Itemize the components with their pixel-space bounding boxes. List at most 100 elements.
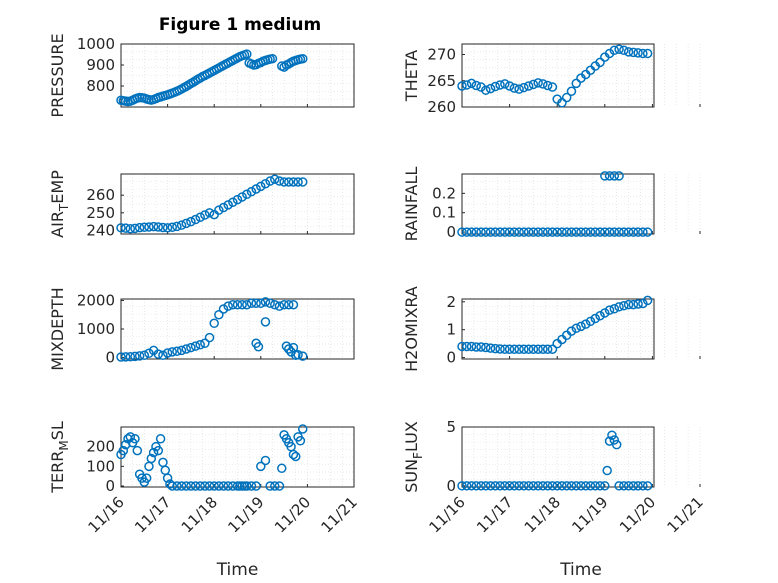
data-point [566,86,577,96]
data-point [288,177,299,187]
data-point [509,481,520,491]
data-point [246,298,257,309]
data-point [566,326,577,336]
data-point [158,222,168,233]
data-point [281,341,292,351]
data-point [125,351,136,362]
data-point [523,481,534,491]
y-tick-label: 1000 [77,320,115,338]
data-point [542,481,553,491]
data-point [181,81,191,92]
data-point [638,481,648,491]
data-point [218,202,229,213]
data-point [297,177,308,187]
data-point [642,48,653,59]
data-point [134,222,145,233]
y-tick-label: 2 [446,293,456,311]
data-point [514,84,524,94]
data-point [200,210,210,220]
data-point [528,481,539,491]
data-point [144,461,154,472]
data-point [274,176,285,186]
data-point [466,341,477,352]
data-point [167,222,178,233]
data-point [561,481,572,491]
data-point [561,92,572,103]
data-point [270,481,280,491]
data-point [481,342,491,353]
data-point [623,299,634,310]
x-tick-label: 11/18 [178,493,221,536]
data-point [209,318,219,329]
data-point [277,463,287,474]
data-point [623,227,634,237]
data-point [176,481,187,491]
axes-box [461,43,655,108]
data-point [604,171,615,181]
data-point [509,83,520,93]
x-tick-label: 11/19 [224,493,267,536]
data-point [265,298,275,309]
data-point [509,227,520,237]
data-point [139,350,150,361]
data-point [172,221,182,232]
data-point [638,227,648,237]
data-point [158,457,168,468]
data-point [148,447,159,458]
data-point [595,227,605,237]
data-point [232,299,243,310]
data-point [265,176,275,186]
data-point [204,332,215,343]
data-point [481,481,491,491]
data-point [561,227,572,237]
data-point [604,227,615,237]
y-tick-label: 265 [427,72,456,90]
data-point [242,189,252,200]
y-tick-label: 0.2 [432,184,456,202]
data-point [495,80,505,90]
data-point [242,299,252,310]
data-point [141,473,152,483]
data-point [190,214,201,225]
data-point [552,227,562,237]
y-tick-label: 1000 [77,35,115,53]
data-point [204,481,215,491]
data-point [638,298,648,309]
data-point [279,177,289,187]
data-point [485,343,496,353]
data-point [609,171,620,181]
data-point [242,481,252,491]
data-point [176,220,187,230]
data-point [500,79,510,89]
data-point [462,481,472,491]
data-point [602,465,612,476]
data-point [595,57,605,68]
data-point [190,341,201,351]
data-point [623,47,634,57]
data-point [581,227,591,237]
data-point [228,197,238,207]
data-point [172,481,182,491]
data-point [153,349,164,359]
data-point [237,192,247,202]
data-point [500,227,510,237]
data-point [600,227,610,237]
data-point [293,177,303,187]
data-point [614,44,624,54]
data-point [471,481,482,491]
data-point [495,481,505,491]
y-tick-label: 2000 [77,291,115,309]
data-point [628,227,639,237]
data-point [218,481,229,491]
data-point [267,53,278,64]
data-point [260,178,271,189]
y-axis-label: H2OMIXRA [402,286,421,372]
data-point [642,227,653,237]
data-point [533,227,543,237]
data-point [118,445,129,456]
data-point [633,48,643,58]
data-point [504,81,515,91]
data-point [167,481,178,491]
data-point [214,205,224,215]
data-point [246,481,257,491]
